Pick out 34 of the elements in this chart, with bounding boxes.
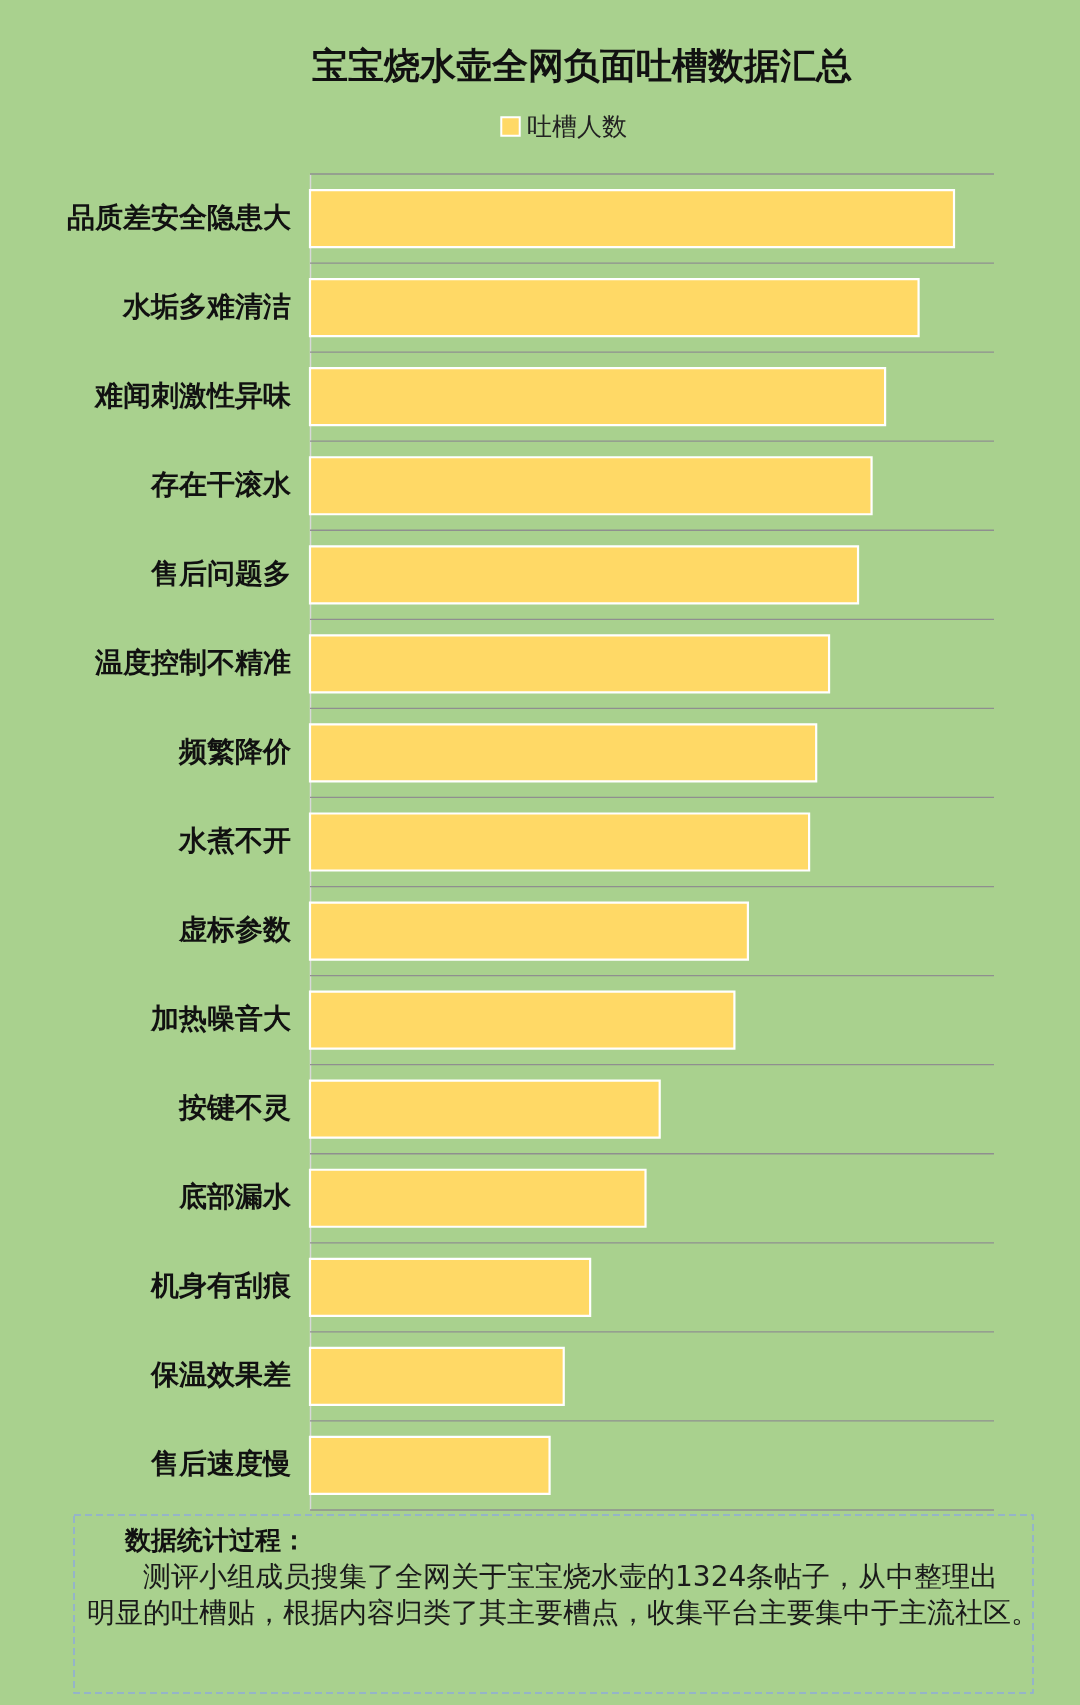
y-tick-label: 虚标参数	[177, 913, 292, 947]
text: 测评小组成员搜集了全网关于宝宝烧水壶的1324条帖子，从中整理出明显的吐槽贴，根据内容归类了其主要槽点，收集平台主要集中于主流社区。	[87, 1559, 1039, 1630]
y-tick-label: 难闻刺激性异味	[92, 378, 292, 412]
legend-label: 吐槽人数	[527, 111, 627, 141]
y-tick-label: 水垢多难清洁	[121, 289, 291, 323]
bar	[308, 723, 818, 783]
y-tick-label: 按键不灵	[177, 1091, 291, 1125]
y-tick-label: 温度控制不精准	[93, 645, 291, 679]
chart-title: 宝宝烧水壶全网负面吐槽数据汇总	[312, 45, 852, 86]
y-tick-label: 机身有刮痕	[149, 1269, 291, 1303]
y-tick-label: 水煮不开	[177, 824, 291, 857]
y-tick-label: 底部漏水	[177, 1180, 292, 1214]
y-tick-label: 售后问题多	[149, 556, 291, 590]
y-tick-label: 频繁降价	[177, 734, 292, 768]
bar	[308, 188, 956, 249]
y-tick-label: 保温效果差	[149, 1358, 291, 1392]
y-tick-label: 存在干滚水	[149, 467, 292, 501]
bar	[308, 1079, 661, 1139]
y-tick-label: 加热噪音大	[149, 1002, 292, 1036]
bar	[308, 901, 750, 961]
bar	[308, 812, 811, 872]
y-tick-label: 售后速度慢	[149, 1447, 291, 1481]
bar	[308, 1435, 551, 1496]
text: 数据统计过程：	[124, 1525, 307, 1555]
bar	[308, 545, 860, 605]
bar	[308, 367, 887, 427]
bar	[308, 1168, 647, 1228]
bar	[308, 634, 831, 694]
y-tick-label: 品质差安全隐患大	[66, 200, 292, 234]
bar	[308, 456, 873, 516]
bar	[308, 278, 920, 338]
bar	[308, 1257, 592, 1317]
bar	[308, 1346, 565, 1406]
bar	[308, 990, 736, 1050]
